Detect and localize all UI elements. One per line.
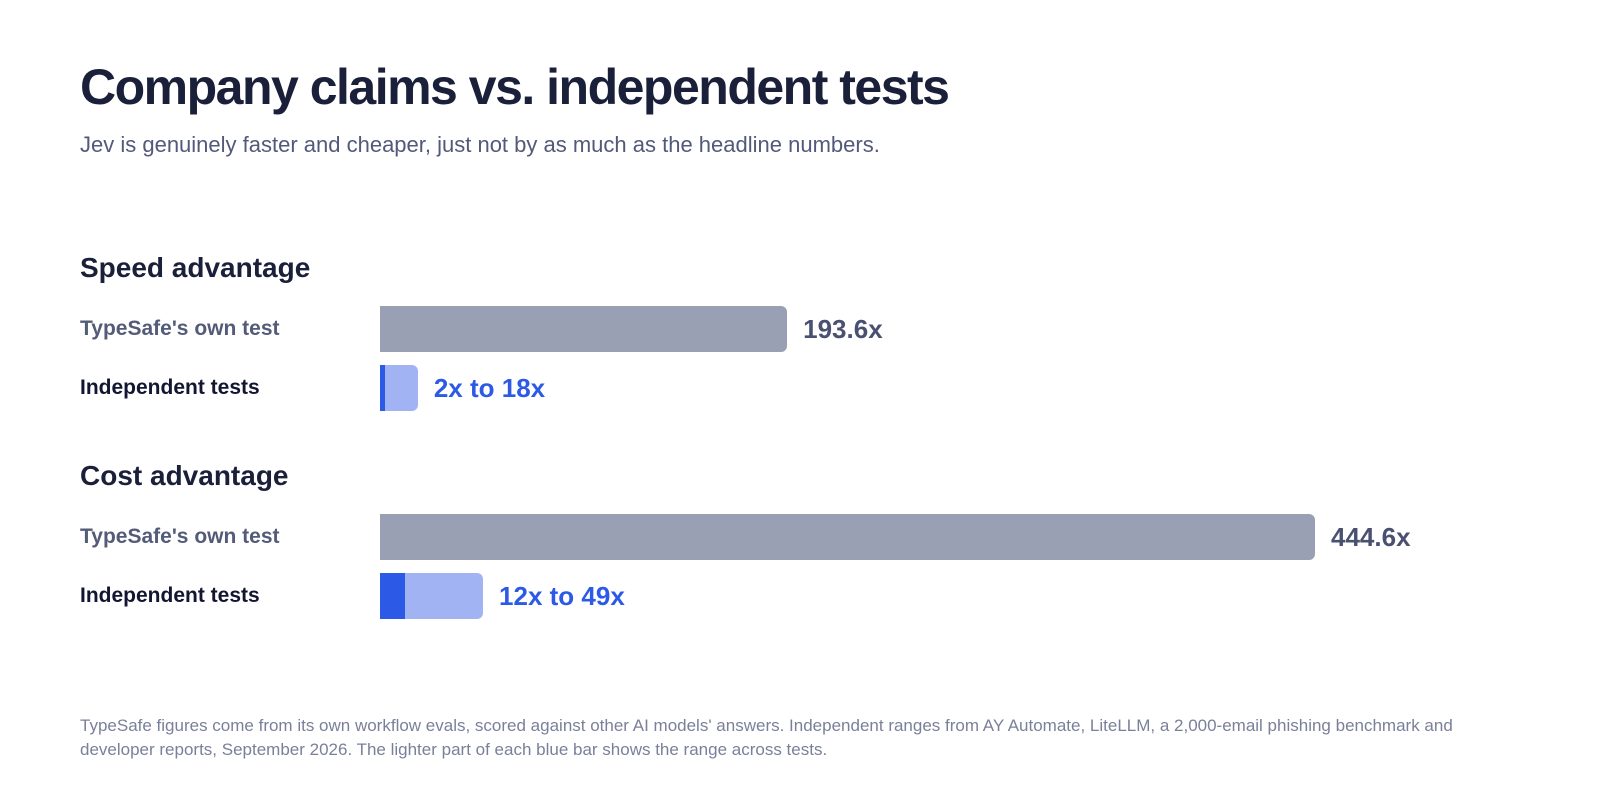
speed-independent-low-bar — [380, 365, 385, 411]
speed-independent-value: 2x to 18x — [433, 373, 546, 403]
cost-claim-bar — [380, 514, 1315, 560]
speed-section-title: Speed advantage — [80, 252, 311, 283]
cost-independent-value: 12x to 49x — [499, 581, 625, 611]
speed-independent-label: Independent tests — [80, 376, 260, 399]
cost-claim-label: TypeSafe's own test — [80, 525, 280, 548]
cost-section-title: Cost advantage — [80, 460, 289, 491]
chart-subtitle: Jev is genuinely faster and cheaper, jus… — [80, 132, 880, 157]
chart-footnote: TypeSafe figures come from its own workf… — [80, 716, 1453, 759]
cost-independent-low-bar — [380, 573, 406, 619]
speed-claim-label: TypeSafe's own test — [80, 317, 280, 340]
speed-independent-range-bar — [380, 365, 418, 411]
speed-claim-bar — [380, 306, 788, 352]
cost-independent-label: Independent tests — [80, 584, 260, 607]
cost-claim-value: 444.6x — [1331, 522, 1411, 552]
speed-claim-value: 193.6x — [803, 314, 883, 344]
chart-title: Company claims vs. independent tests — [80, 59, 950, 115]
